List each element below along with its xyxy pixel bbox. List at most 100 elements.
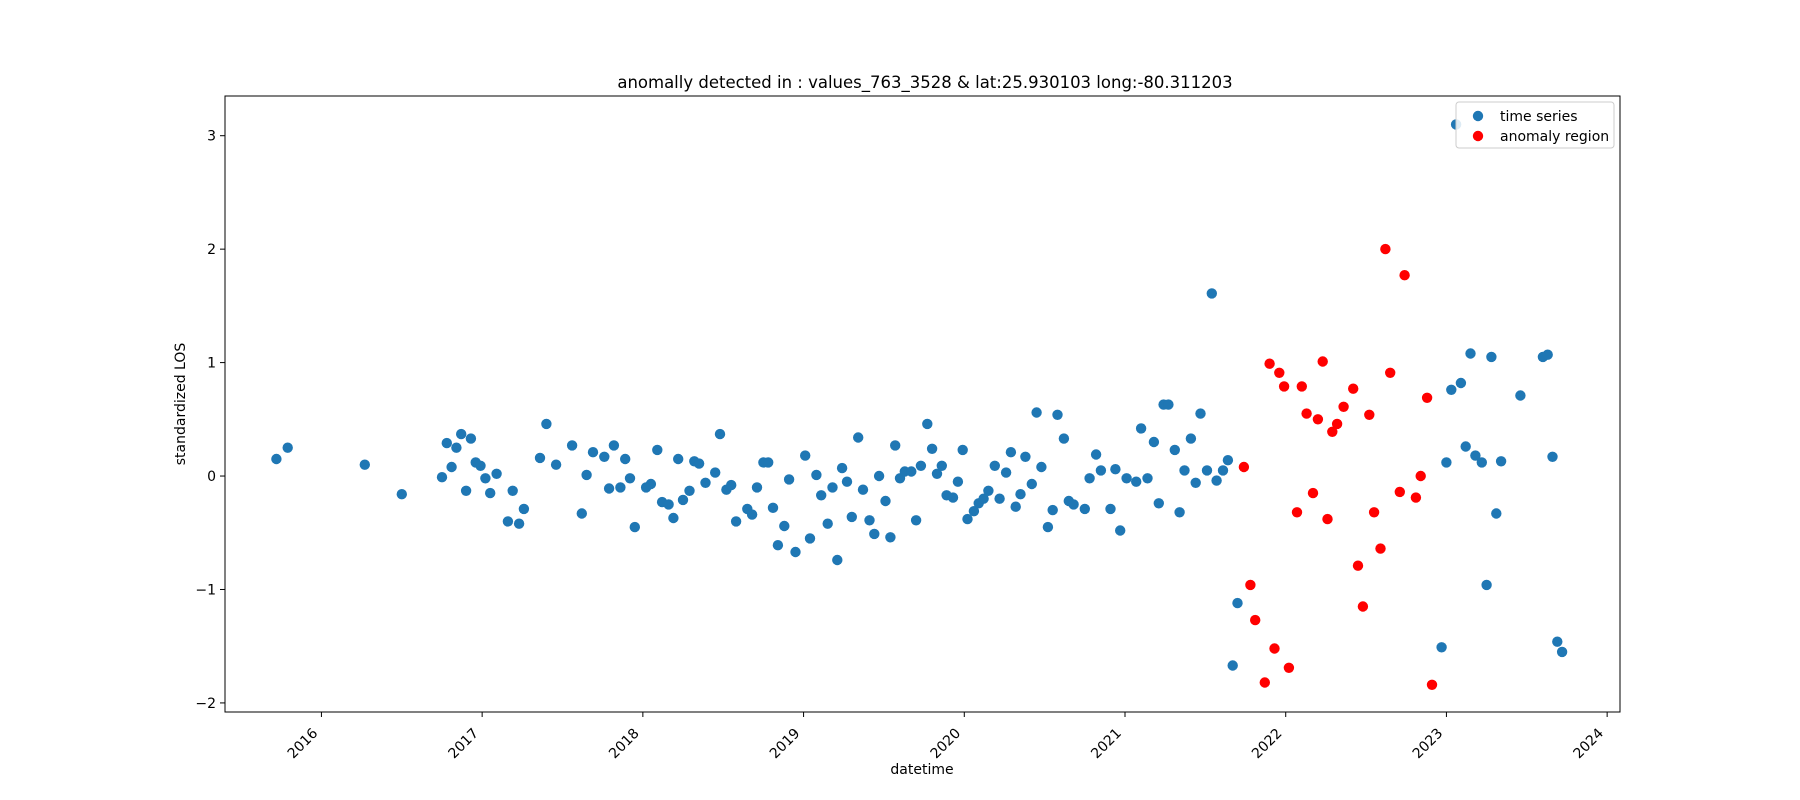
point-time-series xyxy=(1169,444,1181,456)
x-tick-label: 2017 xyxy=(445,726,482,763)
point-time-series xyxy=(507,485,518,496)
point-time-series xyxy=(1135,423,1147,434)
point-time-series xyxy=(910,515,922,526)
point-anomaly-region xyxy=(1357,601,1369,612)
point-time-series xyxy=(783,474,795,485)
point-time-series xyxy=(915,460,927,471)
point-time-series xyxy=(779,520,790,532)
point-time-series xyxy=(629,521,640,533)
point-time-series xyxy=(673,453,684,465)
x-axis-label: datetime xyxy=(890,762,953,778)
point-time-series xyxy=(1010,501,1021,512)
point-time-series xyxy=(1441,457,1452,468)
point-time-series xyxy=(947,492,959,503)
point-anomaly-region xyxy=(1278,381,1290,392)
point-time-series xyxy=(608,440,620,451)
point-time-series xyxy=(1222,455,1234,466)
point-time-series xyxy=(693,458,705,469)
point-time-series xyxy=(645,478,657,490)
point-time-series xyxy=(1131,476,1142,487)
point-time-series xyxy=(1105,503,1116,515)
x-tick-label: 2019 xyxy=(767,726,804,763)
point-time-series xyxy=(1121,473,1132,484)
point-anomaly-region xyxy=(1348,383,1359,394)
point-anomaly-region xyxy=(1283,662,1295,673)
point-time-series xyxy=(832,554,843,566)
point-time-series xyxy=(663,499,674,510)
point-time-series xyxy=(1465,348,1476,359)
x-tick-label: 2021 xyxy=(1088,726,1125,763)
point-time-series xyxy=(880,495,891,507)
point-time-series xyxy=(1556,646,1568,658)
point-time-series xyxy=(451,442,462,453)
x-tick-label: 2016 xyxy=(285,725,322,762)
point-time-series xyxy=(772,540,784,551)
point-anomaly-region xyxy=(1399,270,1410,281)
x-tick-label: 2020 xyxy=(928,726,965,763)
point-time-series xyxy=(480,473,491,484)
point-time-series xyxy=(1090,449,1102,460)
point-time-series xyxy=(359,459,370,470)
y-tick-label: −2 xyxy=(195,696,216,712)
point-anomaly-region xyxy=(1426,679,1438,690)
y-axis-label: standardized LOS xyxy=(173,343,189,466)
point-anomaly-region xyxy=(1352,560,1364,571)
point-anomaly-region xyxy=(1238,461,1250,473)
point-time-series xyxy=(513,518,525,529)
point-time-series xyxy=(1227,660,1238,671)
point-time-series xyxy=(587,447,599,458)
point-time-series xyxy=(811,469,822,481)
point-time-series xyxy=(1470,450,1481,461)
point-time-series xyxy=(1217,465,1229,476)
point-time-series xyxy=(1042,521,1054,533)
y-tick-label: −1 xyxy=(195,582,216,598)
point-time-series xyxy=(816,490,827,501)
point-time-series xyxy=(767,502,779,513)
point-time-series xyxy=(962,513,973,525)
point-time-series xyxy=(271,453,282,465)
point-time-series xyxy=(1036,461,1047,473)
point-anomaly-region xyxy=(1368,507,1380,518)
point-time-series xyxy=(456,428,467,440)
point-time-series xyxy=(475,460,486,471)
point-time-series xyxy=(922,418,933,430)
point-time-series xyxy=(1110,464,1121,475)
point-time-series xyxy=(1542,349,1553,360)
point-time-series xyxy=(1052,409,1063,420)
point-time-series xyxy=(700,477,711,488)
point-time-series xyxy=(864,515,875,526)
point-time-series xyxy=(620,453,631,465)
point-time-series xyxy=(282,442,293,453)
point-time-series xyxy=(1005,447,1017,458)
point-time-series xyxy=(615,482,626,493)
point-time-series xyxy=(1095,465,1107,476)
point-anomaly-region xyxy=(1296,381,1308,392)
point-time-series xyxy=(857,484,869,495)
point-time-series xyxy=(1201,465,1213,476)
point-time-series xyxy=(1163,399,1174,410)
point-time-series xyxy=(926,443,938,454)
point-time-series xyxy=(827,482,838,493)
point-time-series xyxy=(968,506,980,517)
point-time-series xyxy=(518,503,530,515)
point-anomaly-region xyxy=(1327,426,1338,437)
point-time-series xyxy=(873,470,885,482)
point-time-series xyxy=(846,511,857,523)
point-time-series xyxy=(1552,636,1563,647)
point-time-series xyxy=(460,485,472,496)
point-time-series xyxy=(1446,384,1457,395)
point-time-series xyxy=(1174,507,1185,518)
point-time-series xyxy=(1020,451,1031,462)
point-time-series xyxy=(1179,465,1190,476)
point-time-series xyxy=(436,472,448,483)
point-anomaly-region xyxy=(1274,367,1285,378)
point-time-series xyxy=(957,444,968,456)
point-anomaly-region xyxy=(1415,470,1426,482)
plot-frame xyxy=(224,95,1621,713)
point-time-series xyxy=(790,546,801,558)
point-anomaly-region xyxy=(1317,356,1328,367)
chart-title: anomally detected in : values_763_3528 &… xyxy=(617,73,1232,93)
point-anomaly-region xyxy=(1269,643,1280,654)
point-time-series xyxy=(994,493,1005,504)
x-tick-label: 2022 xyxy=(1249,726,1286,763)
